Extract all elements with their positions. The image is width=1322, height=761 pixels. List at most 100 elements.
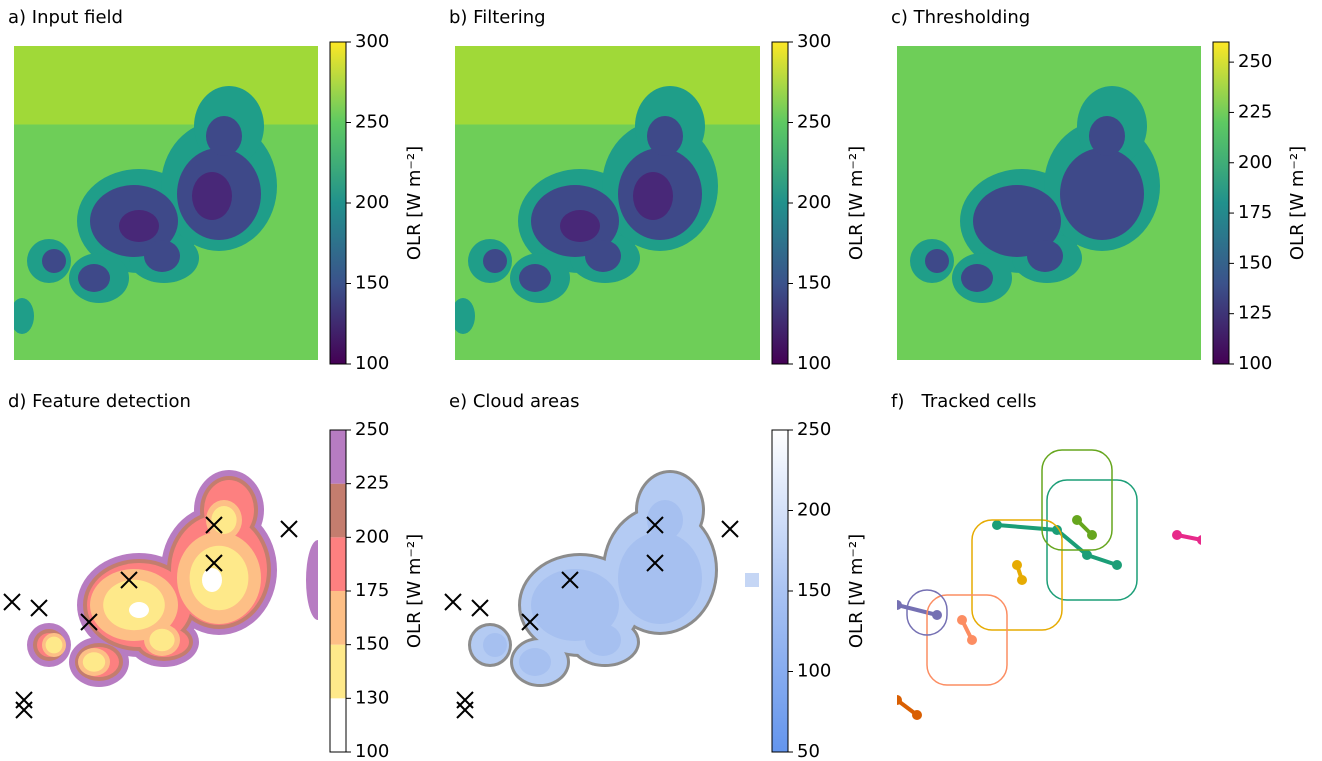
cloud — [192, 172, 232, 220]
colorbar-tick-label: 225 — [1238, 101, 1272, 122]
cloud — [82, 652, 106, 672]
cell-outline — [1046, 479, 1138, 601]
colorbar-tick-label: 100 — [355, 353, 389, 374]
colorbar-tick-label: 175 — [355, 580, 389, 601]
colorbar-tick-label: 200 — [355, 526, 389, 547]
colorbar-segment — [330, 537, 346, 591]
colorbar-tick-label: 200 — [355, 192, 389, 213]
track-point — [1112, 560, 1122, 570]
panel: d) Feature detection 100 130 150 175 200 225 25… — [3, 391, 425, 761]
colorbar-tick-label: 150 — [797, 273, 831, 294]
colorbar-label: OLR [W m⁻²] — [404, 146, 425, 260]
feature-marker — [721, 520, 739, 538]
track-point — [1072, 515, 1082, 525]
colorbar-segment — [330, 430, 346, 484]
cloud — [745, 573, 759, 587]
colorbar-tick-label: 150 — [797, 580, 831, 601]
feature-marker — [280, 520, 298, 538]
field — [468, 470, 759, 687]
colorbar-segment — [330, 591, 346, 645]
cloud — [483, 249, 507, 273]
cloud — [585, 240, 621, 272]
colorbar-tick-label: 50 — [797, 741, 820, 761]
cloud — [306, 540, 318, 620]
colorbar — [772, 42, 788, 364]
field — [897, 449, 1201, 720]
track-point — [1052, 525, 1062, 535]
colorbar-tick-label: 300 — [797, 31, 831, 52]
panel-title: e) Cloud areas — [449, 391, 579, 412]
track-point — [1082, 550, 1092, 560]
colorbar-tick-label: 200 — [797, 500, 831, 521]
cloud — [483, 633, 507, 657]
feature-marker — [15, 701, 33, 719]
panel: e) Cloud areas 50 100 150 200 250 OLR [W m⁻²] — [444, 391, 867, 761]
colorbar-label: OLR [W m⁻²] — [846, 534, 867, 648]
cloud — [211, 506, 237, 534]
colorbar-tick-label: 200 — [797, 192, 831, 213]
colorbar-tick-label: 250 — [1238, 51, 1272, 72]
cloud — [202, 568, 222, 592]
panel: b) Filtering 100 150 200 250 300 OLR [W m⁻²] — [449, 7, 867, 374]
feature-marker — [444, 593, 462, 611]
feature-marker — [80, 613, 98, 631]
colorbar-tick-label: 250 — [797, 112, 831, 133]
panel: c) Thresholding 100 125 150 175 200 225 250 OLR … — [891, 7, 1308, 374]
cloud — [455, 298, 475, 334]
track-point — [932, 610, 942, 620]
track-point — [1197, 535, 1201, 545]
panel-title: d) Feature detection — [8, 391, 191, 412]
cell-outline — [1041, 449, 1113, 551]
field — [455, 46, 760, 360]
cloud — [42, 249, 66, 273]
cloud — [618, 532, 702, 624]
cloud — [585, 624, 621, 656]
feature-marker — [521, 613, 539, 631]
cloud — [1060, 148, 1144, 240]
cloud — [925, 249, 949, 273]
cloud — [531, 569, 619, 641]
track-point — [897, 695, 902, 705]
colorbar-tick-label: 150 — [355, 634, 389, 655]
colorbar — [772, 430, 788, 752]
field — [27, 470, 318, 687]
feature-marker — [561, 571, 579, 589]
cloud — [647, 500, 683, 540]
colorbar-tick-label: 300 — [355, 31, 389, 52]
cloud — [119, 210, 159, 242]
cloud — [633, 172, 673, 220]
cloud — [519, 264, 551, 292]
colorbar-tick-label: 225 — [355, 473, 389, 494]
feature-marker — [205, 554, 223, 572]
colorbar-tick-label: 100 — [1238, 353, 1272, 374]
track — [897, 603, 938, 617]
panel: f) Tracked cells — [891, 391, 1201, 720]
feature-marker — [646, 554, 664, 572]
colorbar-segment — [330, 698, 346, 752]
feature-marker — [30, 599, 48, 617]
feature-marker — [646, 516, 664, 534]
colorbar-tick-label: 100 — [797, 661, 831, 682]
track-point — [1017, 575, 1027, 585]
cloud — [144, 240, 180, 272]
track-point — [967, 635, 977, 645]
track-point — [912, 710, 922, 720]
feature-marker — [3, 593, 21, 611]
feature-marker — [205, 516, 223, 534]
track-point — [1172, 530, 1182, 540]
colorbar-frame — [1212, 41, 1230, 365]
cloud — [973, 185, 1061, 257]
cell-outline — [926, 594, 1008, 686]
colorbar-tick-label: 250 — [797, 419, 831, 440]
colorbar-tick-label: 250 — [355, 419, 389, 440]
track-point — [992, 520, 1002, 530]
colorbar-tick-label: 150 — [355, 273, 389, 294]
cloud — [45, 636, 63, 654]
feature-marker — [471, 599, 489, 617]
colorbar-tick-label: 100 — [797, 353, 831, 374]
colorbar-tick-label: 130 — [355, 687, 389, 708]
track-point — [957, 615, 967, 625]
colorbar-label: OLR [W m⁻²] — [1287, 146, 1308, 260]
colorbar-segment — [330, 483, 346, 538]
